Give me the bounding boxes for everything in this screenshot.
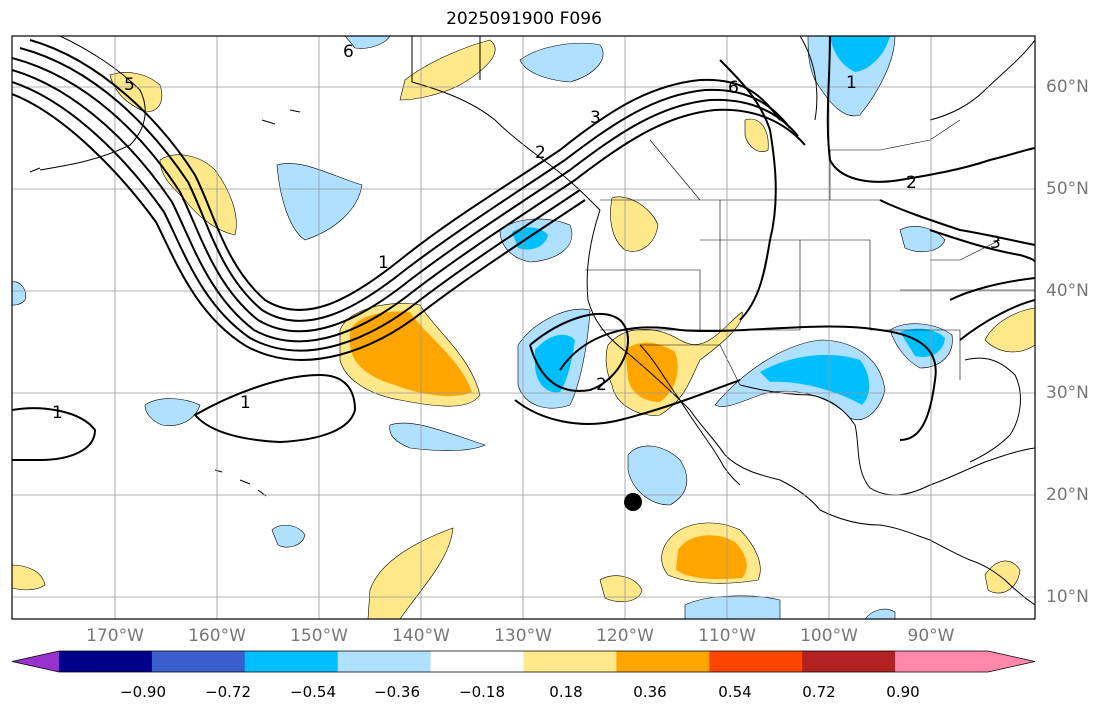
- lon-label: 130°W: [494, 626, 552, 646]
- contour-label: 3: [990, 233, 1001, 253]
- colorbar-segment: [802, 651, 896, 672]
- positive-anomaly-region: [984, 307, 1035, 353]
- storm-center-marker: [624, 493, 642, 511]
- positive-anomaly-region: [12, 564, 46, 591]
- colorbar-segment: [244, 651, 339, 672]
- negative-anomaly-core: [760, 354, 870, 405]
- colorbar-segment: [616, 651, 710, 672]
- positive-anomaly-region: [109, 72, 163, 113]
- contour-label: 3: [590, 108, 601, 128]
- negative-anomaly-region: [519, 42, 604, 83]
- lat-label: 50°N: [1046, 179, 1089, 199]
- map-frame: [11, 35, 1036, 620]
- colorbar-tick-label: 0.36: [633, 683, 667, 701]
- positive-anomaly-region: [744, 118, 769, 152]
- lon-label: 140°W: [392, 626, 450, 646]
- colorbar-tick-label: −0.54: [290, 683, 336, 701]
- negative-anomaly-region: [684, 595, 781, 619]
- negative-anomaly-core: [900, 328, 945, 358]
- contour-label: 6: [728, 78, 739, 98]
- lon-label: 100°W: [800, 626, 858, 646]
- contour-label: 1: [240, 393, 251, 413]
- colorbar-tick-label: 0.72: [802, 683, 836, 701]
- contour-label: 5: [124, 75, 135, 95]
- colorbar-tick-label: 0.54: [718, 683, 752, 701]
- colorbar-segment: [709, 651, 803, 672]
- contour-label: 1: [846, 73, 857, 93]
- colorbar-segment: [895, 651, 989, 672]
- positive-anomaly-region: [599, 575, 643, 603]
- negative-anomaly-region: [276, 163, 363, 241]
- colorbar-segment: [523, 651, 617, 672]
- map-background: [12, 36, 1035, 619]
- lat-label: 30°N: [1046, 383, 1089, 403]
- colorbar-segment: [337, 651, 432, 672]
- colorbar-segment: [151, 651, 246, 672]
- positive-anomaly-core: [625, 342, 678, 402]
- colorbar-segment: [430, 651, 524, 672]
- negative-anomaly-region: [271, 524, 306, 548]
- negative-anomaly-region: [12, 281, 26, 306]
- contour-label: 6: [343, 42, 354, 62]
- lon-label: 110°W: [698, 626, 756, 646]
- contour-label: 1: [52, 403, 63, 423]
- negative-anomaly-region: [627, 445, 688, 506]
- negative-anomaly-region: [899, 226, 946, 253]
- lon-label: 150°W: [290, 626, 348, 646]
- lat-label: 60°N: [1046, 77, 1089, 97]
- lat-label: 40°N: [1046, 281, 1089, 301]
- negative-anomaly-core: [830, 36, 890, 72]
- colorbar-extend-min: [12, 651, 59, 672]
- negative-anomaly-region: [864, 608, 896, 619]
- positive-anomaly-core: [350, 311, 472, 396]
- colorbar-extend-max: [988, 651, 1035, 672]
- colorbar-outline: [11, 650, 1036, 673]
- colorbar-tick-label: −0.18: [459, 683, 505, 701]
- contour-label: 1: [378, 253, 389, 273]
- colorbar-tick-label: −0.90: [120, 683, 166, 701]
- lat-label: 20°N: [1046, 485, 1089, 505]
- lat-label: 10°N: [1046, 587, 1089, 607]
- negative-anomaly-core: [535, 334, 575, 393]
- colorbar: [11, 650, 1036, 673]
- negative-anomaly-core: [512, 227, 548, 250]
- coastlines: [39, 36, 1035, 606]
- colorbar-tick-label: 0.90: [886, 683, 920, 701]
- colorbar-tick-label: −0.72: [205, 683, 251, 701]
- contour-label: 2: [596, 375, 607, 395]
- colorbar-segment: [59, 651, 153, 672]
- positive-anomaly-region: [367, 527, 454, 619]
- positive-anomaly-region: [610, 196, 659, 252]
- lon-label: 90°W: [907, 626, 955, 646]
- contour-label: 2: [535, 143, 546, 163]
- islands: [29, 109, 301, 497]
- colorbar-tick-label: 0.18: [549, 683, 583, 701]
- negative-anomaly-region: [144, 398, 201, 426]
- graticule: [12, 36, 1035, 619]
- colorbar-tick-label: −0.36: [374, 683, 420, 701]
- lon-label: 170°W: [86, 626, 144, 646]
- map-title: 2025091900 F096: [446, 9, 602, 29]
- contour-lines: [12, 36, 1035, 462]
- lon-label: 160°W: [188, 626, 246, 646]
- contour-label-group: 1 1 1 2 2 3 3 5 6 6 1 2: [52, 42, 1001, 423]
- positive-anomaly-region: [984, 560, 1021, 594]
- contour-label: 2: [906, 173, 917, 193]
- lon-label: 120°W: [596, 626, 654, 646]
- positive-anomaly-core: [676, 535, 747, 580]
